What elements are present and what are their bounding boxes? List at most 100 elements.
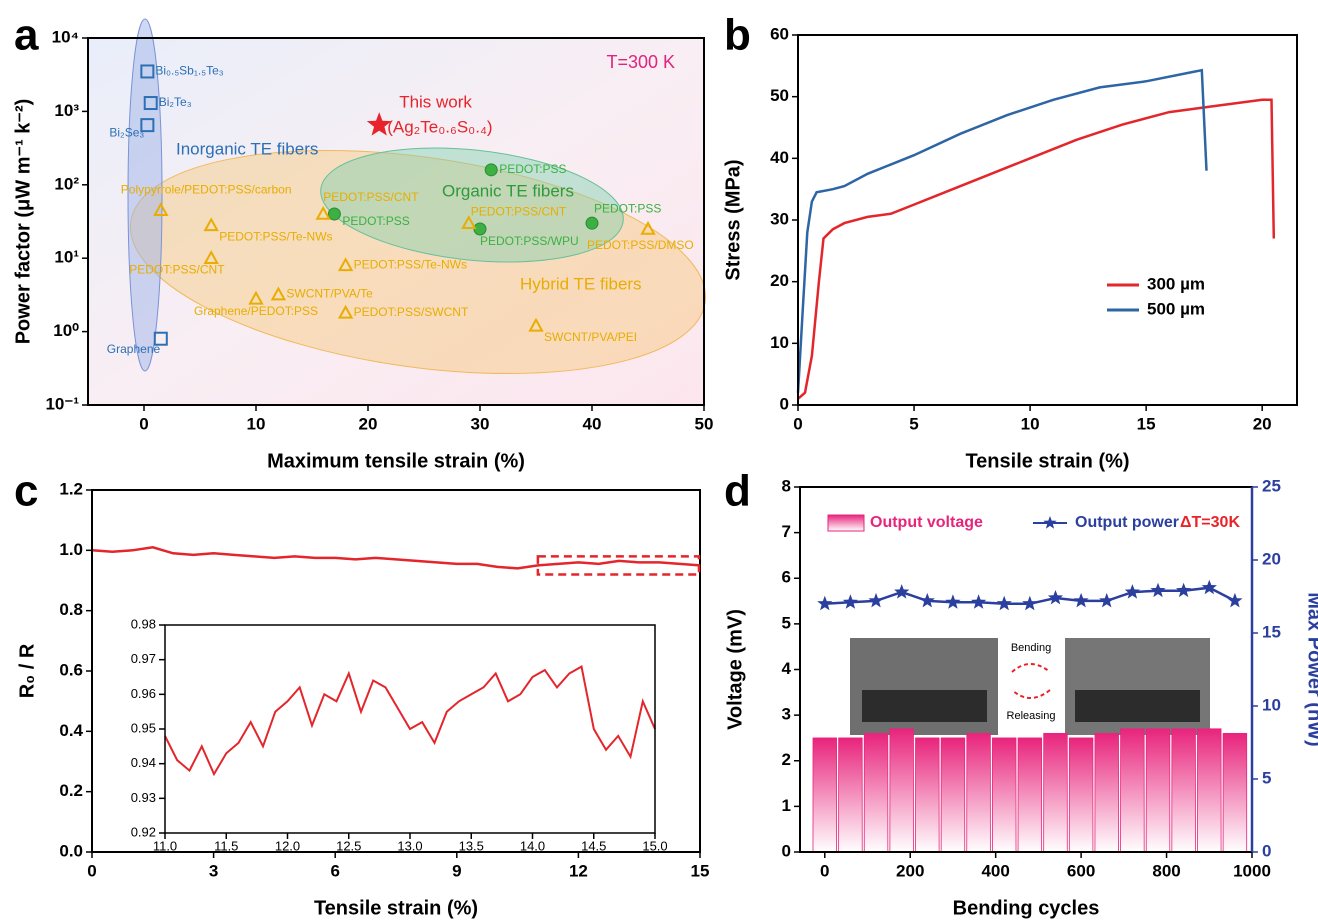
x-tick-label: 600	[1067, 861, 1095, 880]
x-tick-label: 15.0	[642, 838, 667, 853]
point	[1022, 595, 1038, 611]
x-tick-label: 50	[695, 414, 714, 433]
inorganic-region	[127, 18, 163, 372]
x-tick-label: 5	[909, 414, 918, 433]
y-tick-label: 2	[782, 750, 791, 769]
y-tick-label: 10⁰	[53, 321, 79, 340]
x-tick-label: 11.0	[153, 838, 177, 853]
point	[1176, 582, 1192, 598]
x-tick-label: 20	[359, 414, 378, 433]
x-tick-label: 12.5	[336, 838, 361, 853]
x-tick-label: 14.0	[520, 838, 545, 853]
y-tick-label: 7	[782, 522, 791, 541]
annotation: T=300 K	[606, 52, 675, 72]
legend-label: 300 µm	[1147, 274, 1205, 293]
x-tick-label: 40	[583, 414, 602, 433]
y-tick-label: 0	[782, 841, 791, 860]
y-tick-label: 0.0	[59, 841, 83, 860]
bar	[992, 737, 1017, 853]
y-tick-label: 10³	[54, 101, 79, 120]
x-tick-label: 12	[569, 861, 588, 880]
bar	[812, 737, 837, 853]
y-tick-label: 0.2	[59, 781, 83, 800]
plot-frame	[797, 34, 1298, 406]
y-axis-title: Stress (MPa)	[722, 159, 744, 280]
point	[143, 96, 158, 111]
point-label: PEDOT:PSS/SWCNT	[354, 305, 469, 319]
point	[203, 217, 219, 232]
point-label: PEDOT:PSS/WPU	[480, 234, 579, 248]
legend-label: Output power	[1075, 514, 1179, 531]
point	[842, 594, 858, 609]
x-tick-label: 0	[820, 861, 829, 880]
y-tick-label: 1.0	[59, 540, 83, 559]
inset-label: Releasing	[1007, 710, 1056, 722]
bar	[1068, 737, 1094, 853]
point	[1150, 582, 1166, 598]
point-label: PEDOT:PSS/CNT	[323, 190, 419, 204]
y-axis-title: Power factor (μW m⁻¹ k⁻²)	[12, 99, 34, 345]
point	[585, 216, 599, 230]
point-label: PEDOT:PSS	[594, 201, 661, 215]
x-tick-label: 15	[691, 861, 710, 880]
y-tick-label: 10⁴	[52, 27, 79, 46]
inset-label: Bending	[1011, 642, 1051, 654]
bar	[940, 737, 966, 853]
point	[640, 220, 656, 235]
point	[484, 163, 498, 177]
panel-letter: a	[14, 11, 39, 60]
region-label: Inorganic TE fibers	[176, 139, 318, 158]
x-tick-label: 200	[896, 861, 924, 880]
point	[153, 331, 168, 346]
x-axis-title: Maximum tensile strain (%)	[267, 450, 525, 472]
legend-label: 500 µm	[1147, 299, 1205, 318]
region-label: Hybrid TE fibers	[520, 274, 642, 293]
point-label: This work	[399, 93, 472, 112]
plot-frame	[87, 37, 705, 406]
y-tick-label: 5	[782, 613, 791, 632]
x-tick-label: 9	[452, 861, 461, 880]
arrow	[1011, 663, 1051, 673]
y-tick-label: 0.4	[59, 721, 83, 740]
x-tick-label: 400	[981, 861, 1009, 880]
y-tick-label: 30	[770, 209, 789, 228]
y-axis-title: Voltage (mV)	[724, 609, 746, 730]
bar	[1120, 728, 1145, 853]
y-tick-label: 0.97	[131, 651, 156, 666]
line	[91, 546, 701, 570]
x-tick-label: 800	[1152, 861, 1180, 880]
y-tick-label: 20	[770, 271, 789, 290]
x-tick-label: 13.5	[459, 838, 484, 853]
line	[164, 665, 656, 777]
point	[327, 207, 341, 221]
x-tick-label: 10	[1021, 414, 1040, 433]
point	[248, 290, 264, 305]
y-tick-label: 1	[782, 796, 791, 815]
y2-tick-label: 15	[1262, 622, 1281, 641]
zoom-region	[536, 555, 701, 576]
arrow	[1011, 689, 1051, 699]
photo-detail	[1075, 690, 1200, 722]
y2-tick-label: 10	[1262, 695, 1281, 714]
point-label: PEDOT:PSS/DMSO	[587, 238, 694, 252]
point	[337, 304, 354, 319]
point-label: Polypyrrole/PEDOT:PSS/carbon	[121, 182, 292, 196]
point	[140, 118, 155, 133]
bar	[863, 732, 889, 853]
point-label: PEDOT:PSS/Te-NWs	[354, 257, 467, 271]
bar	[1094, 732, 1119, 853]
plot-frame	[91, 489, 701, 853]
y-tick-label: 60	[770, 24, 789, 43]
bar	[966, 732, 991, 853]
region-label: Organic TE fibers	[442, 181, 574, 200]
point	[919, 592, 935, 608]
x-tick-label: 12.0	[275, 838, 300, 853]
point	[366, 112, 392, 136]
y2-axis-title: Max Power (nW)	[1304, 592, 1318, 746]
y-tick-label: 0.98	[131, 616, 156, 631]
x-tick-label: 1000	[1233, 861, 1271, 880]
y-axis-title: R₀ / R	[16, 643, 38, 698]
y-tick-label: 40	[770, 148, 789, 167]
point	[140, 64, 155, 79]
x-tick-label: 14.5	[581, 838, 606, 853]
